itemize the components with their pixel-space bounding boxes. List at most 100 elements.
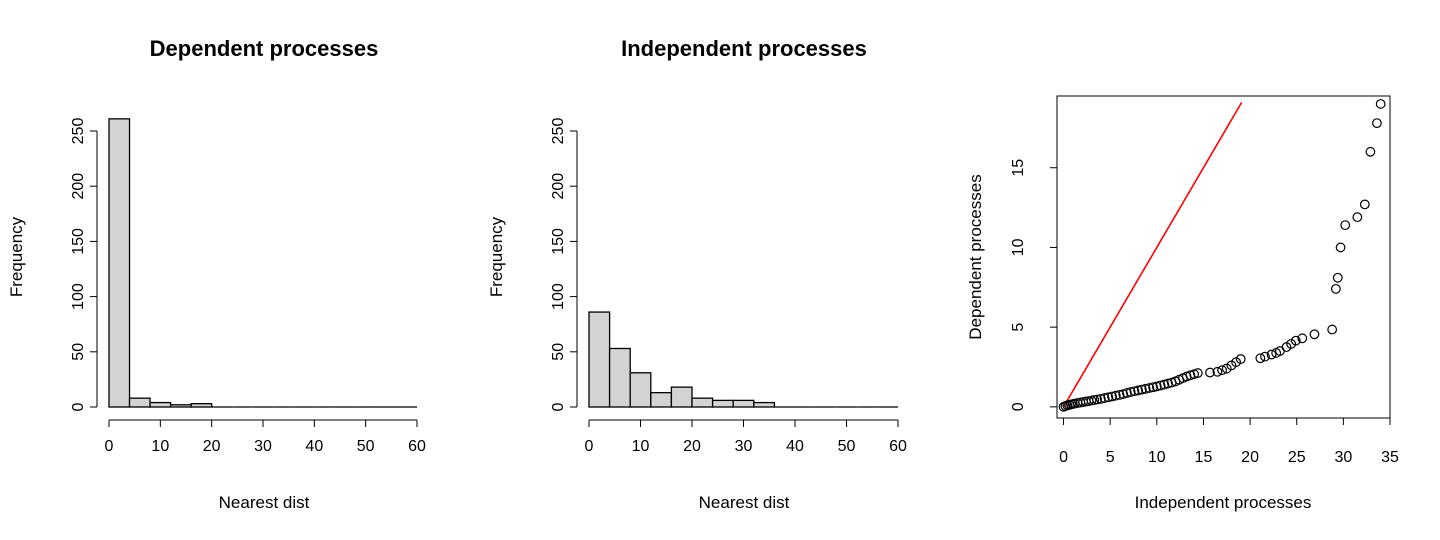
histogram-bar bbox=[169, 404, 192, 408]
panel-dependent-histogram: Dependent processes Nearest dist Frequen… bbox=[7, 36, 426, 512]
scatter-point bbox=[1217, 365, 1228, 376]
axes: 0 5 10 15 20 25 30 35 0 5 10 15 bbox=[1010, 159, 1399, 466]
x-tick-label: 0 bbox=[1059, 449, 1068, 466]
y-axis-label: Dependent processes bbox=[966, 174, 985, 339]
histogram-bar bbox=[691, 397, 714, 408]
axes: 0 10 20 30 40 50 60 0 50 100 150 200 250 bbox=[70, 118, 426, 455]
x-tick-label: 5 bbox=[1106, 449, 1115, 466]
scatter-point bbox=[1095, 393, 1106, 404]
x-tick-label: 20 bbox=[203, 438, 221, 455]
scatter-point bbox=[1365, 146, 1376, 157]
scatter-point bbox=[1114, 389, 1125, 400]
scatter-point bbox=[1375, 99, 1386, 109]
y-tick-label: 150 bbox=[70, 228, 87, 255]
histogram-bar bbox=[149, 401, 172, 408]
histogram-bar bbox=[711, 399, 734, 408]
scatter-point bbox=[1359, 199, 1370, 210]
y-tick-label: 0 bbox=[70, 402, 87, 411]
scatter-point bbox=[1092, 394, 1103, 405]
x-tick-label: 30 bbox=[735, 438, 753, 455]
reference-line-segment bbox=[1062, 101, 1243, 408]
scatter-point bbox=[1327, 324, 1338, 335]
histogram-bar bbox=[190, 403, 213, 408]
y-axis-label: Frequency bbox=[7, 216, 26, 297]
scatter-point bbox=[1192, 368, 1203, 378]
scatter-point bbox=[1163, 378, 1173, 389]
y-tick-label: 250 bbox=[550, 118, 567, 145]
x-tick-label: 0 bbox=[585, 438, 594, 455]
scatter-point bbox=[1103, 392, 1114, 403]
axes: 0 10 20 30 40 50 60 0 50 100 150 200 250 bbox=[550, 118, 907, 455]
histogram-bar bbox=[629, 372, 652, 408]
reference-line bbox=[1062, 101, 1243, 408]
scatter-point bbox=[1330, 283, 1341, 294]
scatter-point bbox=[1235, 354, 1246, 364]
scatter-point bbox=[1185, 370, 1196, 381]
x-tick-label: 30 bbox=[254, 438, 272, 455]
x-axis-label: Independent processes bbox=[1135, 493, 1312, 512]
histogram-bar bbox=[108, 118, 131, 408]
scatter-point bbox=[1099, 393, 1110, 403]
y-tick-label: 0 bbox=[1010, 402, 1027, 411]
x-tick-label: 20 bbox=[1241, 449, 1259, 466]
histogram-bar bbox=[753, 401, 776, 408]
histogram-bar bbox=[128, 397, 151, 408]
scatter-point bbox=[1136, 384, 1147, 395]
scatter-point bbox=[1140, 383, 1151, 394]
histogram-bar bbox=[608, 347, 631, 408]
x-tick-label: 20 bbox=[683, 438, 701, 455]
y-tick-label: 200 bbox=[70, 173, 87, 200]
y-tick-label: 150 bbox=[550, 228, 567, 255]
x-tick-label: 10 bbox=[632, 438, 650, 455]
scatter-point bbox=[1255, 353, 1266, 364]
x-tick-label: 40 bbox=[786, 438, 804, 455]
panel-qq-scatter: Independent processes Dependent processe… bbox=[966, 95, 1399, 512]
x-tick-label: 50 bbox=[838, 438, 856, 455]
scatter-point bbox=[1129, 386, 1140, 397]
x-tick-label: 10 bbox=[1148, 449, 1166, 466]
x-tick-label: 60 bbox=[889, 438, 907, 455]
scatter-point bbox=[1352, 212, 1363, 223]
scatter-point bbox=[1372, 118, 1382, 128]
scatter-point bbox=[1107, 391, 1117, 402]
scatter-point bbox=[1189, 369, 1200, 380]
plot-frame bbox=[1056, 95, 1391, 419]
scatter-point bbox=[1122, 388, 1132, 398]
y-tick-label: 50 bbox=[550, 343, 567, 361]
x-tick-label: 30 bbox=[1334, 449, 1352, 466]
scatter-point bbox=[1297, 333, 1308, 344]
x-tick-label: 35 bbox=[1381, 449, 1399, 466]
scatter-points bbox=[1058, 99, 1386, 412]
x-tick-label: 40 bbox=[305, 438, 323, 455]
scatter-point bbox=[1266, 349, 1277, 360]
x-tick-label: 25 bbox=[1288, 449, 1306, 466]
histogram-bar bbox=[670, 386, 693, 408]
scatter-point bbox=[1155, 380, 1166, 391]
scatter-point bbox=[1309, 329, 1320, 340]
y-tick-label: 15 bbox=[1010, 159, 1027, 177]
scatter-point bbox=[1144, 383, 1155, 393]
x-tick-label: 0 bbox=[105, 438, 114, 455]
y-tick-label: 250 bbox=[70, 118, 87, 145]
x-axis-label: Nearest dist bbox=[219, 493, 310, 512]
panel-independent-histogram: Independent processes Nearest dist Frequ… bbox=[487, 36, 907, 512]
scatter-point bbox=[1340, 220, 1351, 231]
y-tick-label: 100 bbox=[70, 283, 87, 310]
scatter-point bbox=[1290, 335, 1301, 346]
scatter-point bbox=[1133, 385, 1144, 396]
x-tick-label: 10 bbox=[151, 438, 169, 455]
x-tick-label: 50 bbox=[357, 438, 375, 455]
histogram-bars bbox=[108, 118, 417, 408]
scatter-point bbox=[1159, 379, 1170, 390]
y-axis-label: Frequency bbox=[487, 216, 506, 297]
y-tick-label: 100 bbox=[550, 283, 567, 310]
y-tick-label: 0 bbox=[550, 402, 567, 411]
x-tick-label: 60 bbox=[408, 438, 426, 455]
scatter-point bbox=[1332, 272, 1343, 283]
scatter-point bbox=[1151, 381, 1162, 392]
scatter-point bbox=[1125, 387, 1136, 397]
chart-title: Independent processes bbox=[621, 36, 867, 61]
x-tick-label: 15 bbox=[1195, 449, 1213, 466]
scatter-point bbox=[1212, 366, 1223, 377]
